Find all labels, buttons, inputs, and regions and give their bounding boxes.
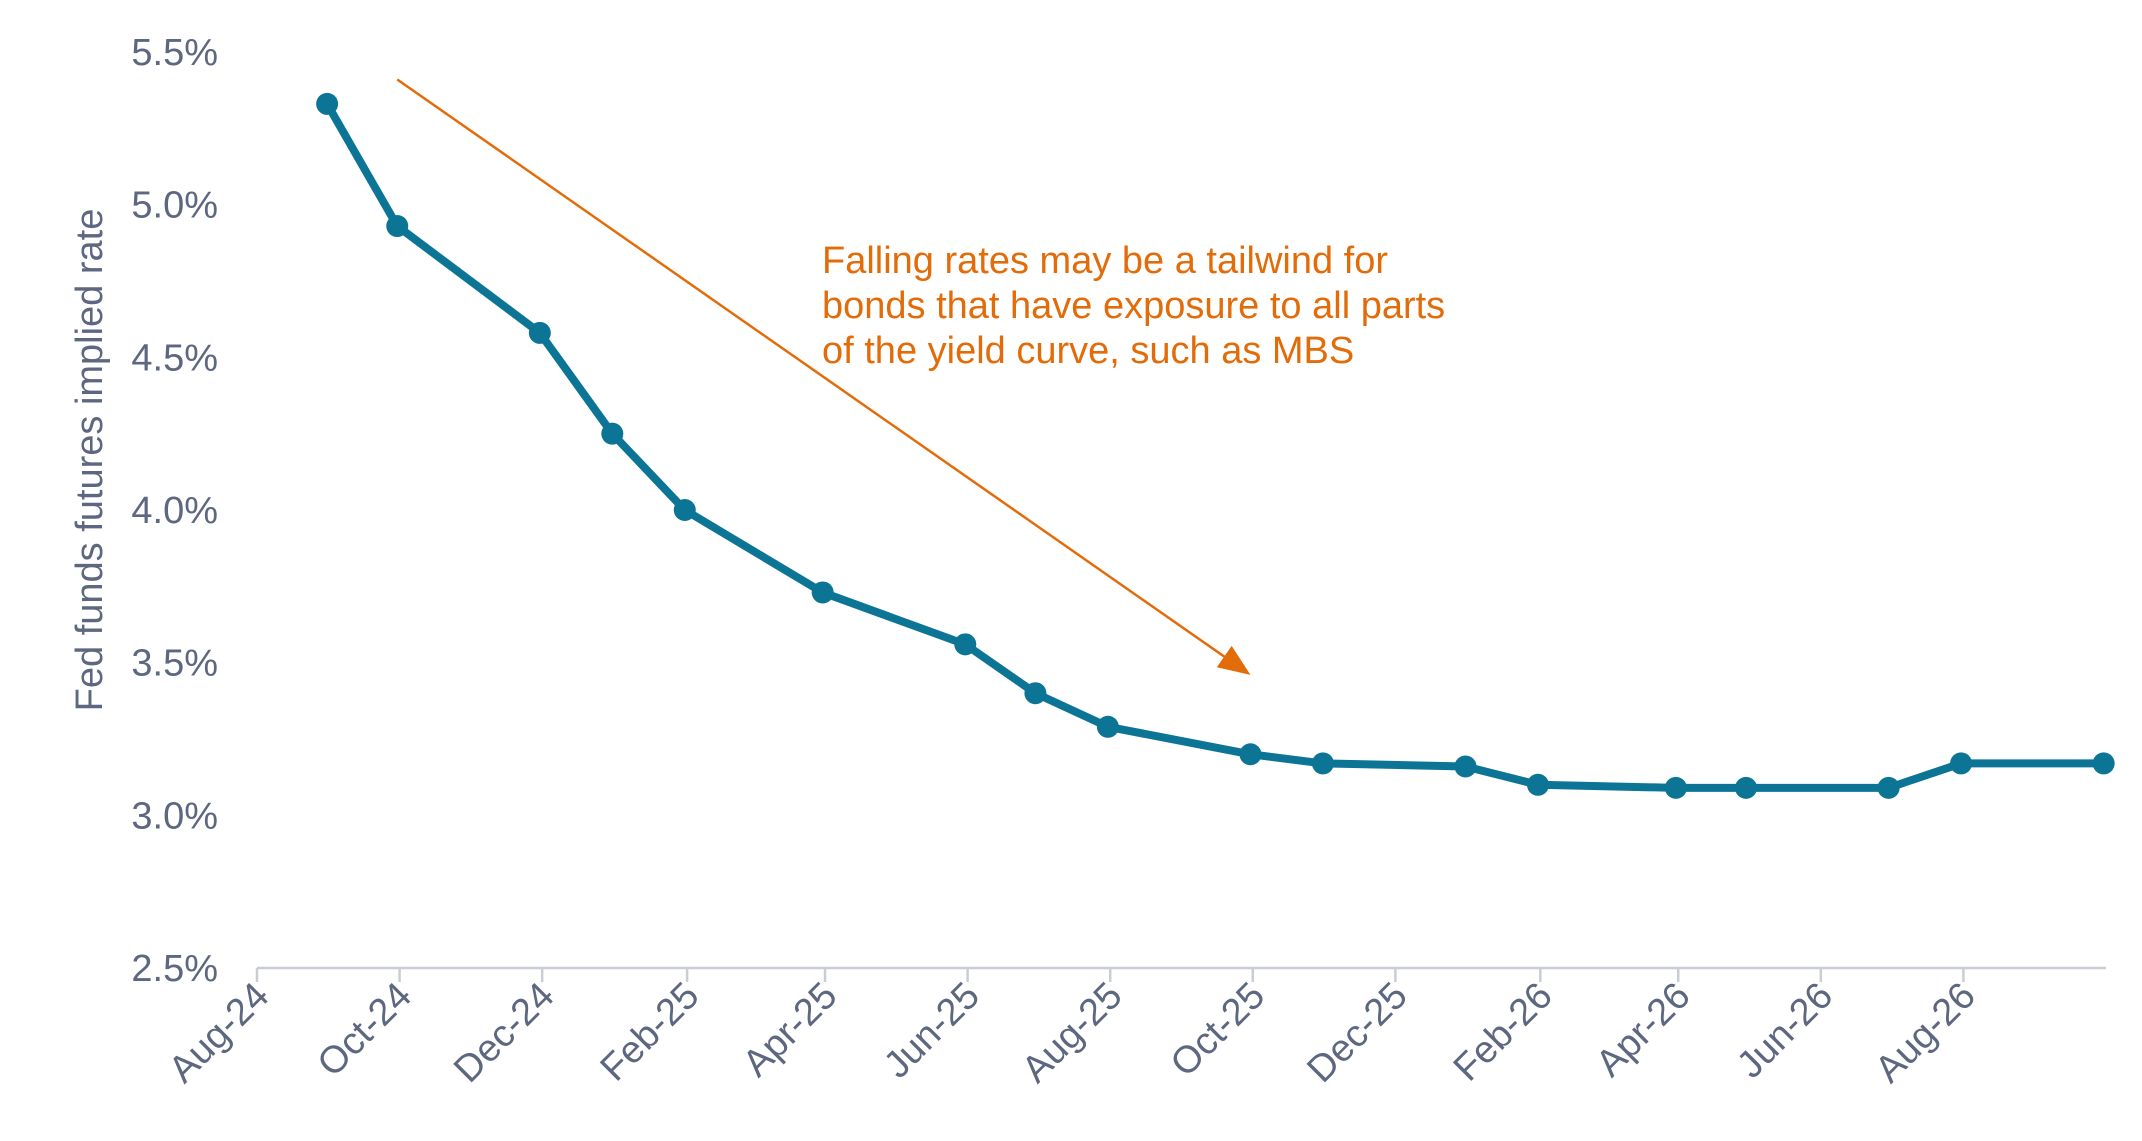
data-point <box>2092 752 2115 775</box>
data-point <box>316 92 339 115</box>
x-tick-label: Oct-24 <box>310 975 420 1085</box>
annotation-text-line: of the yield curve, such as MBS <box>822 330 1354 372</box>
y-tick-label: 3.5% <box>131 643 218 685</box>
annotation-arrow-line <box>396 78 1225 658</box>
data-point <box>1096 715 1119 738</box>
data-point <box>1239 743 1262 766</box>
x-tick-label: Oct-25 <box>1163 975 1273 1085</box>
x-tick-label: Aug-25 <box>1014 975 1130 1091</box>
data-point <box>1950 752 1973 775</box>
y-tick-label: 2.5% <box>131 948 218 990</box>
annotation-text-line: bonds that have exposure to all parts <box>822 285 1445 327</box>
series-layer <box>316 92 2115 799</box>
annotation-text-line: Falling rates may be a tailwind for <box>822 240 1388 282</box>
y-tick-label: 4.0% <box>131 490 218 532</box>
x-tick-label: Feb-26 <box>1446 975 1561 1090</box>
annotation-arrow-head <box>1216 645 1251 675</box>
data-point <box>386 215 409 238</box>
x-tick-label: Apr-25 <box>735 975 845 1085</box>
data-point <box>1454 755 1477 778</box>
x-tick-label: Aug-24 <box>161 975 277 1091</box>
axes-layer <box>255 966 2106 982</box>
annotation-layer: Falling rates may be a tailwind forbonds… <box>396 78 1445 675</box>
y-tick-label: 3.0% <box>131 795 218 837</box>
data-point <box>1024 682 1047 705</box>
data-point <box>1311 752 1334 775</box>
data-point <box>1877 776 1900 799</box>
data-point <box>1526 773 1549 796</box>
x-tick-label: Dec-24 <box>446 975 562 1091</box>
x-tick-label: Feb-25 <box>593 975 708 1090</box>
x-tick-label: Jun-25 <box>876 975 988 1087</box>
data-point <box>601 422 624 445</box>
data-point <box>528 321 551 344</box>
data-point <box>1664 776 1687 799</box>
data-point <box>954 633 977 656</box>
data-point <box>1735 776 1758 799</box>
series-line <box>323 99 2108 792</box>
labels-layer: 2.5% 3.0% 3.5% 4.0% 4.5% 5.0% 5.5% Aug-24 Oct-24… <box>69 32 1984 1091</box>
y-tick-label: 4.5% <box>131 337 218 379</box>
x-tick-label: Aug-26 <box>1867 975 1983 1091</box>
x-tick-label: Jun-26 <box>1729 975 1841 1087</box>
y-axis-title: Fed funds futures implied rate <box>69 209 111 712</box>
x-tick-label: Dec-25 <box>1299 975 1415 1091</box>
x-tick-label: Apr-26 <box>1588 975 1698 1085</box>
y-tick-label: 5.0% <box>131 185 218 227</box>
data-point <box>811 581 834 604</box>
y-tick-label: 5.5% <box>131 32 218 74</box>
data-point <box>673 499 696 521</box>
